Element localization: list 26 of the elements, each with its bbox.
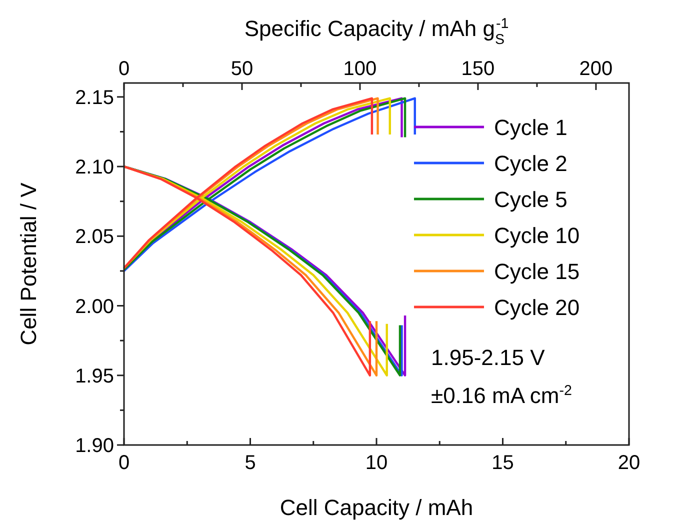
x-tick-label: 0 bbox=[118, 452, 130, 474]
y-tick-label: 2.05 bbox=[75, 226, 114, 248]
legend-label: Cycle 1 bbox=[494, 115, 568, 140]
legend-label: Cycle 20 bbox=[494, 295, 580, 320]
legend-label: Cycle 5 bbox=[494, 187, 568, 212]
legend-label: Cycle 15 bbox=[494, 259, 580, 284]
x-axis-title: Cell Capacity / mAh bbox=[280, 495, 474, 520]
x-tick-label: 15 bbox=[492, 452, 514, 474]
x-tick-label: 5 bbox=[244, 452, 256, 474]
x2-tick-label: 200 bbox=[579, 58, 613, 80]
y-tick-label: 2.00 bbox=[75, 296, 114, 318]
y-tick-label: 1.90 bbox=[75, 435, 114, 457]
y-axis-title: Cell Potential / V bbox=[16, 182, 41, 346]
x2-tick-label: 0 bbox=[118, 58, 130, 80]
x2-tick-label: 150 bbox=[461, 58, 495, 80]
x-tick-label: 10 bbox=[365, 452, 388, 474]
x2-tick-label: 100 bbox=[343, 58, 377, 80]
legend-label: Cycle 10 bbox=[494, 223, 580, 248]
y-tick-label: 2.15 bbox=[75, 86, 114, 109]
annotation: ±0.16 mA cm$^{-2}$ bbox=[431, 383, 572, 408]
x2-tick-label: 50 bbox=[230, 58, 254, 80]
x-tick-label: 20 bbox=[618, 452, 640, 474]
y-tick-label: 1.95 bbox=[75, 365, 114, 388]
legend-label: Cycle 2 bbox=[494, 151, 568, 176]
y-tick-label: 2.10 bbox=[75, 156, 114, 179]
annotation: 1.95-2.15 V bbox=[431, 345, 546, 370]
